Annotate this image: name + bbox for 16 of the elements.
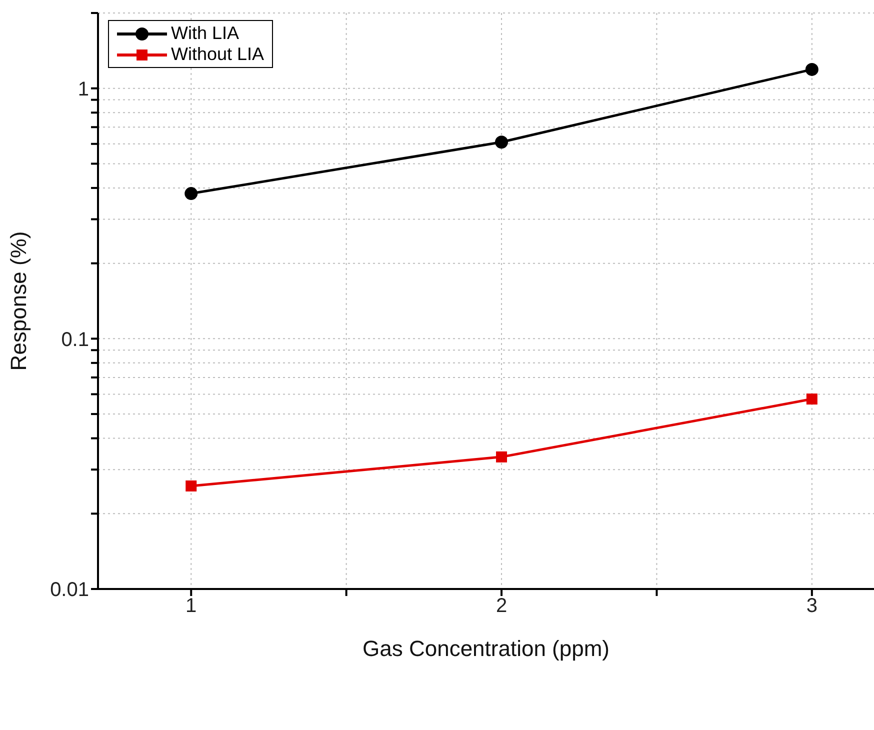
point (806, 394, 818, 405)
x-tick-label: 1 (186, 595, 197, 618)
x-tick-label: 2 (496, 595, 508, 618)
point (495, 136, 508, 149)
point (496, 451, 508, 462)
legend-label: With LIA (171, 23, 240, 44)
x-tick-label: 3 (806, 595, 818, 618)
legend-label: Without LIA (171, 44, 264, 65)
y-axis-title: Response (%) (6, 231, 31, 371)
y-tick-label: 0.1 (61, 328, 89, 351)
y-tick-label: 0.01 (50, 579, 89, 602)
x-axis-title: Gas Concentration (ppm) (362, 636, 610, 661)
point (805, 62, 818, 76)
point (186, 480, 197, 492)
y-tick-label: 1 (78, 78, 89, 100)
point (184, 187, 198, 200)
